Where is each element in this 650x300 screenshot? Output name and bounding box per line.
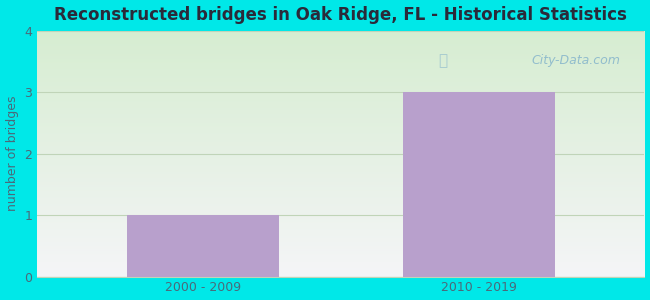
Y-axis label: number of bridges: number of bridges (6, 96, 19, 212)
Text: City-Data.com: City-Data.com (531, 54, 620, 67)
Title: Reconstructed bridges in Oak Ridge, FL - Historical Statistics: Reconstructed bridges in Oak Ridge, FL -… (54, 6, 627, 24)
Bar (403, 92, 554, 277)
Text: ⦿: ⦿ (438, 53, 447, 68)
Bar (127, 215, 279, 277)
